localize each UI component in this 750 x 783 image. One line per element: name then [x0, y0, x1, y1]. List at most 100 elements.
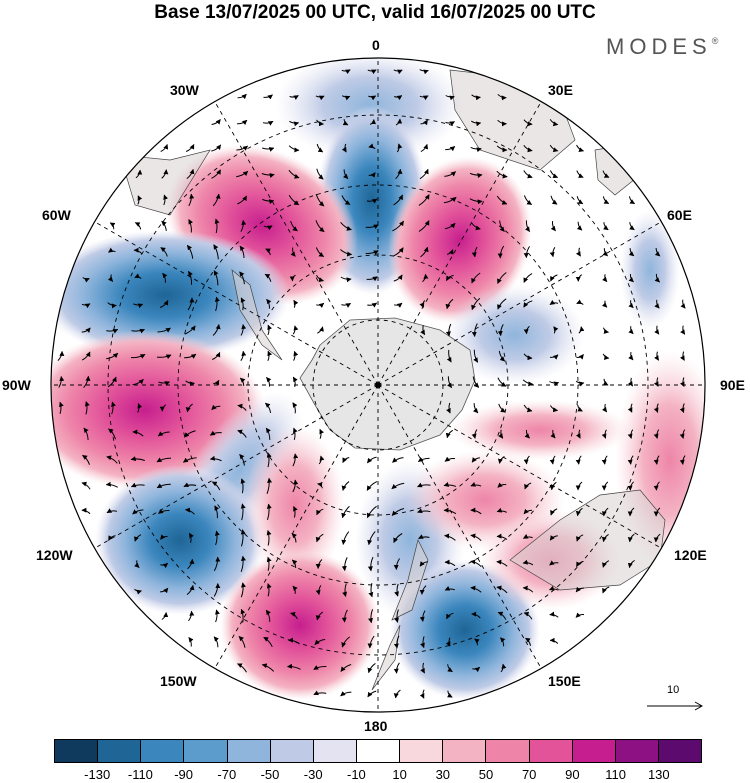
wind-arrow [160, 562, 169, 569]
wind-arrow [473, 349, 479, 363]
lon-label-60e: 60E [667, 207, 692, 223]
wind-arrow [368, 172, 376, 178]
wind-arrow [213, 556, 221, 572]
wind-arrow [679, 455, 686, 465]
colorbar-tick-label: 130 [647, 767, 670, 782]
wind-arrow [58, 376, 65, 388]
colorbar-tick-label: -30 [303, 767, 323, 782]
wind-arrow [446, 612, 454, 620]
wind-arrow [265, 248, 271, 256]
colorbar-tick-label: 50 [478, 767, 494, 782]
wind-arrow [419, 300, 426, 309]
wind-arrow [447, 376, 453, 389]
wind-arrow [212, 324, 221, 336]
wind-arrow [365, 250, 379, 256]
wind-arrow [289, 274, 296, 282]
wind-arrow [211, 404, 221, 411]
wind-arrow [549, 481, 557, 491]
colorbar-tick-label: 10 [392, 767, 407, 782]
wind-arrow [575, 586, 584, 593]
wind-arrow [523, 300, 533, 308]
wind-arrow [315, 559, 323, 569]
wind-arrow [549, 299, 559, 306]
wind-arrow [239, 271, 245, 285]
wind-arrow [81, 481, 91, 490]
wind-arrow [393, 533, 403, 543]
wind-arrow [293, 299, 299, 308]
wind-arrow [393, 662, 400, 674]
wind-arrow [653, 429, 660, 439]
wind-arrow [420, 119, 428, 126]
wind-arrow [263, 225, 273, 231]
wind-arrow [240, 219, 247, 232]
wind-arrow [367, 662, 376, 674]
wind-arrow [445, 429, 454, 439]
wind-arrow [81, 507, 91, 515]
colorbar-ticks: -130 -110 -90 -70 -50 -30 -10 10 30 50 70 90 110 130 [54, 767, 702, 783]
wind-arrow [628, 196, 636, 205]
wind-arrow [653, 533, 661, 543]
wind-arrow [213, 270, 219, 286]
wind-arrow [290, 220, 298, 232]
wind-arrow [184, 353, 197, 359]
wind-arrow [316, 119, 324, 127]
antarctica [299, 317, 476, 451]
wind-arrow [497, 456, 505, 464]
wind-arrow [471, 94, 481, 101]
wind-arrow [185, 144, 195, 152]
wind-arrow [237, 93, 247, 100]
wind-arrow [160, 247, 168, 257]
wind-arrow [575, 455, 582, 465]
wind-arrow [288, 195, 300, 206]
wind-arrow [396, 143, 403, 153]
wind-arrow [367, 690, 377, 698]
wind-arrow [417, 456, 430, 463]
wind-arrow [188, 270, 193, 285]
wind-arrow [316, 508, 324, 516]
wind-arrow [447, 664, 453, 673]
wind-arrow [188, 219, 194, 233]
wind-arrow [133, 247, 143, 255]
wind-arrow [240, 582, 246, 598]
wind-arrow [156, 354, 172, 360]
wind-arrow [319, 428, 325, 439]
wind-arrow [679, 377, 685, 387]
wind-arrow [187, 558, 195, 570]
wind-arrow [497, 324, 504, 337]
wind-arrow [134, 273, 142, 279]
wind-arrow [341, 195, 351, 205]
wind-arrow [470, 533, 482, 542]
wind-arrow [318, 455, 325, 465]
lon-label-150w: 150W [160, 673, 197, 689]
wind-arrow [445, 95, 455, 101]
wind-arrow [444, 222, 456, 230]
lon-label-150e: 150E [548, 673, 581, 689]
colorbar-tick-label: -70 [217, 767, 237, 782]
wind-arrow [497, 482, 507, 488]
wind-arrow [391, 508, 405, 516]
wind-arrow [472, 666, 481, 673]
wind-arrow [601, 455, 608, 465]
wind-arrow [239, 454, 245, 466]
lon-label-60w: 60W [42, 207, 71, 223]
wind-arrow [237, 663, 247, 673]
wind-arrow [214, 296, 220, 312]
wind-arrow [211, 119, 221, 125]
wind-arrow [158, 381, 170, 386]
wind-arrow [444, 533, 456, 541]
wind-arrow [288, 169, 300, 179]
wind-arrow [498, 403, 506, 413]
wind-arrow [496, 585, 508, 594]
wind-arrow [471, 222, 481, 231]
wind-arrow [627, 377, 634, 387]
registered-mark: ® [711, 36, 719, 46]
modes-logo: MODES® [606, 34, 718, 60]
wind-arrow [497, 298, 507, 310]
wind-arrow [680, 299, 686, 309]
wind-arrow [419, 561, 429, 567]
wind-arrow [315, 95, 325, 101]
wind-arrow [163, 194, 169, 206]
colorbar-swatch [269, 740, 313, 762]
wind-arrow [288, 637, 300, 645]
page-title: Base 13/07/2025 00 UTC, valid 16/07/2025… [154, 2, 596, 23]
